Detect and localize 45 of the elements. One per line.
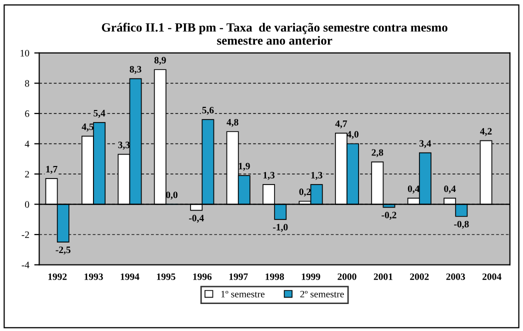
data-label: 3,3 (118, 142, 130, 150)
data-label: 3,4 (419, 140, 432, 148)
x-tick-label: 1995 (157, 273, 176, 280)
x-tick-label: 1997 (229, 273, 248, 280)
x-tick-label: 1992 (48, 273, 67, 280)
y-tick-label: 0 (25, 201, 30, 208)
data-label: -0,8 (454, 220, 469, 229)
y-tick-label: 4 (24, 140, 30, 148)
data-label: 8,9 (154, 56, 166, 65)
data-label: 1,3 (263, 172, 275, 180)
x-tick-label: 2003 (446, 273, 466, 280)
data-label: -0,4 (189, 214, 204, 223)
x-tick-label: 2002 (410, 273, 429, 280)
y-tick-label: -2 (22, 231, 29, 238)
data-label: -1,0 (273, 224, 288, 232)
x-tick-label: 2001 (374, 273, 392, 280)
data-label: 4,2 (480, 128, 492, 136)
x-tick-label: 2004 (482, 273, 502, 280)
x-tick-label: 1999 (302, 273, 320, 280)
x-tick-label: 1998 (266, 273, 284, 280)
chart-title: Gráfico II.1 - PIB pm - Taxa de variação semestre contra mesmo semestre ano anterior (102, 22, 448, 45)
y-tick-label: -4 (22, 262, 30, 268)
x-tick-label: 1994 (120, 273, 140, 280)
y-tick-label: 6 (25, 110, 30, 117)
legend-label: 2º semestre (300, 290, 344, 298)
data-label: 5,6 (202, 106, 214, 115)
y-tick-label: 8 (25, 80, 30, 87)
data-label: 0,4 (408, 186, 420, 194)
x-tick-label: 1996 (193, 273, 212, 280)
data-label: 5,4 (94, 110, 106, 118)
data-label: 2,8 (372, 149, 384, 158)
y-tick-label: 10 (20, 50, 30, 56)
data-label: 1,3 (311, 172, 322, 180)
data-label: 8,3 (130, 66, 142, 74)
legend-label: 1º semestre (221, 290, 265, 298)
data-label: 4,7 (335, 120, 348, 128)
data-label: 0,4 (444, 186, 456, 194)
data-label: -0,2 (382, 212, 396, 220)
data-label: 0,2 (299, 188, 311, 197)
data-label: -2,5 (56, 246, 70, 255)
x-tick-label: 1993 (84, 273, 103, 280)
x-tick-label: 2000 (338, 273, 356, 280)
data-label: 4,8 (226, 118, 238, 127)
y-tick-label: 2 (25, 170, 29, 178)
data-label: 1,7 (46, 166, 58, 174)
